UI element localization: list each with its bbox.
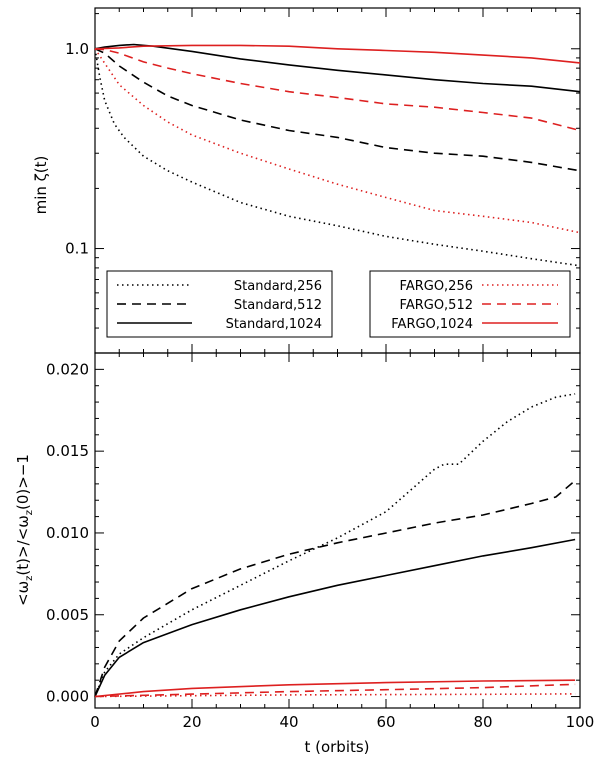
top-ticks: 0.1 1.0 [65, 8, 581, 353]
ylabel-sub-2: z [24, 510, 35, 515]
x-axis-title: t (orbits) [304, 738, 369, 756]
legend-label-standard-256: Standard,256 [234, 279, 322, 294]
bottom-series-standard-1024 [94, 538, 576, 697]
top-series [94, 43, 581, 267]
ylabel-sub-1: z [24, 576, 35, 581]
x-tick-label: 80 [473, 713, 492, 731]
x-tick-label: 40 [279, 713, 298, 731]
bottom-series-standard-256 [94, 393, 576, 697]
x-tick-label: 0 [90, 713, 100, 731]
bottom-y-tick-label: 0.000 [46, 688, 89, 706]
ylabel-part-close: (0)>−1 [14, 454, 32, 510]
bottom-y-axis-title: <ωz(t)>/<ωz(0)>−1 [14, 454, 35, 606]
bottom-ticks: 0 20 40 60 80 100 0.000 0.005 0.010 0.015 0.020 [46, 353, 594, 731]
top-y-tick-label: 0.1 [65, 240, 89, 258]
ylabel-part-open: <ω [14, 581, 32, 606]
x-tick-label: 100 [566, 713, 595, 731]
bottom-y-tick-label: 0.015 [46, 442, 89, 460]
x-tick-label: 20 [182, 713, 201, 731]
top-series-fargo-256 [94, 48, 581, 234]
bottom-plot-frame [94, 352, 581, 709]
x-tick-label: 60 [376, 713, 395, 731]
top-series-standard-512 [94, 48, 581, 172]
legend-right-frame [369, 270, 571, 338]
legend-label-fargo-256: FARGO,256 [400, 279, 473, 294]
bottom-y-tick-label: 0.020 [46, 360, 89, 378]
top-y-axis-title: min ζ(t) [32, 156, 50, 215]
ylabel-part-mid: (t)>/<ω [14, 515, 32, 575]
top-y-tick-label: 1.0 [65, 40, 89, 58]
legend-left: Standard,256 Standard,512 Standard,1024 [106, 270, 333, 338]
top-panel: 0.1 1.0 min ζ(t) Standard,256 Standard,51… [32, 7, 581, 354]
top-series-fargo-1024 [94, 44, 581, 64]
top-series-standard-1024 [94, 43, 581, 93]
top-series-fargo-512 [94, 48, 581, 132]
top-series-standard-256 [94, 48, 581, 267]
legend-left-frame [106, 270, 333, 338]
legend-label-fargo-1024: FARGO,1024 [391, 317, 473, 332]
bottom-y-tick-label: 0.010 [46, 524, 89, 542]
bottom-series-fargo-256 [94, 693, 576, 698]
legend-label-standard-512: Standard,512 [234, 298, 322, 313]
legend-label-fargo-512: FARGO,512 [400, 298, 473, 313]
bottom-series-fargo-512 [94, 683, 576, 698]
bottom-series-fargo-1024 [94, 679, 576, 698]
legend-label-standard-1024: Standard,1024 [226, 317, 322, 332]
bottom-y-tick-label: 0.005 [46, 606, 89, 624]
bottom-panel: 0 20 40 60 80 100 0.000 0.005 0.010 0.015 0.020 <ω… [14, 352, 594, 756]
bottom-series-standard-512 [94, 479, 576, 697]
bottom-series [94, 393, 576, 698]
legend-right: FARGO,256 FARGO,512 FARGO,1024 [369, 270, 571, 338]
